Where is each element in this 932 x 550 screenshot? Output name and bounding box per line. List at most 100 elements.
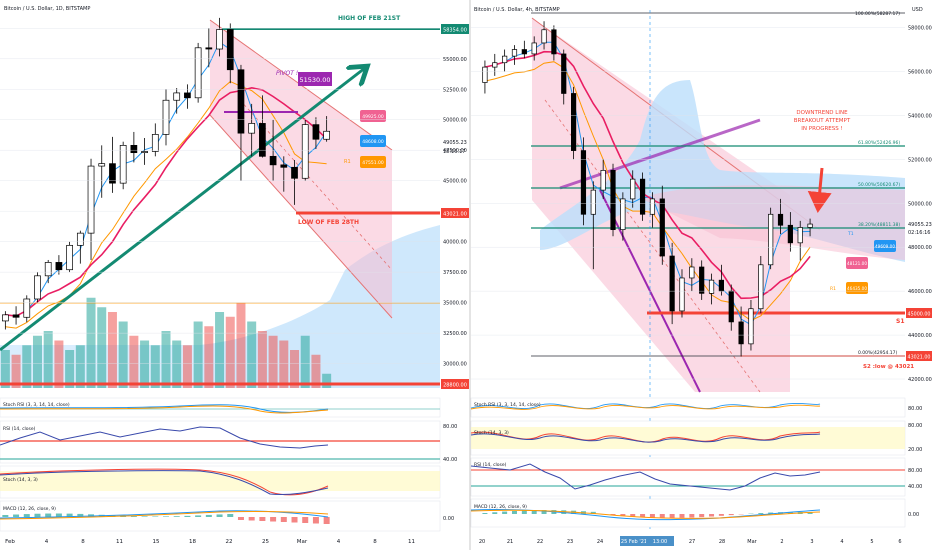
target-box-3 <box>360 156 386 168</box>
four-hour-rsi-tick-40: 40.00 <box>908 484 922 490</box>
daily-candle-body <box>237 69 245 134</box>
price-tag-support <box>441 379 469 389</box>
daily-stoch-rsi-pane: Stoch RSI (3, 3, 14, 14, close) <box>0 397 441 418</box>
daily-candle-body <box>280 164 288 168</box>
four-hour-macd-bar <box>679 514 685 518</box>
daily-candles <box>2 17 330 330</box>
daily-macd-bar <box>237 517 244 520</box>
four-hour-macd-bar <box>502 511 508 514</box>
daily-candle-body <box>98 163 106 167</box>
four-hour-candle <box>492 53 498 76</box>
price-tag-high <box>441 24 469 34</box>
four-hour-candle-body <box>669 255 675 312</box>
daily-candle <box>141 138 148 165</box>
four-hour-candle <box>531 36 537 61</box>
pivot-value: 51530.00 <box>299 76 330 84</box>
price-tag-low-text: 43021.00 <box>443 212 467 218</box>
daily-x-tick: 18 <box>189 539 196 545</box>
daily-candle <box>151 123 159 157</box>
volume-bar <box>0 350 10 388</box>
four-hour-candle-body <box>659 198 665 257</box>
daily-candle-body <box>226 29 234 71</box>
volume-bar <box>54 340 64 388</box>
volume-bar <box>236 302 246 388</box>
four-hour-candle-body <box>521 49 527 55</box>
four-hour-rsi-label: RSI (14, close) <box>474 462 507 468</box>
daily-x-tick: 8 <box>373 539 377 545</box>
four-hour-candle <box>649 192 656 228</box>
daily-y-tick: 47500.00 <box>443 148 467 154</box>
four-hour-y-tick: 48000.00 <box>908 245 932 251</box>
four-hour-candle-body <box>679 277 685 312</box>
price-tag-4h-s2-text: 43021.00 <box>908 355 931 361</box>
target-4h-3-label: 46435.00 <box>847 286 867 291</box>
daily-macd-bar <box>280 517 287 522</box>
four-hour-x-tick: 2 <box>780 539 783 545</box>
target-4h-box-2 <box>846 257 868 269</box>
target-4h-2-label: 48121.00 <box>847 261 867 266</box>
four-hour-candle <box>620 192 626 241</box>
four-hour-candle-body <box>511 49 518 57</box>
daily-macd-bar <box>77 513 84 517</box>
volume-bar <box>300 335 310 388</box>
volume-bar <box>129 335 139 388</box>
four-hour-candle-body <box>600 169 606 191</box>
breakout-arrow <box>807 167 832 213</box>
volume-bar <box>268 335 278 388</box>
four-hour-macd-bar <box>511 510 517 514</box>
volume-bar <box>161 331 171 388</box>
four-hour-x-tick: 20 <box>479 539 485 545</box>
daily-candle-body <box>151 134 159 152</box>
four-hour-candle-body <box>689 266 695 279</box>
daily-candle <box>291 159 298 205</box>
four-hour-macd-bar <box>521 510 527 514</box>
four-hour-rsi-tick-80: 80.00 <box>908 468 922 474</box>
high-annotation: HIGH OF FEB 21ST <box>338 15 401 22</box>
four-hour-macd-bar <box>649 514 655 518</box>
four-hour-x-tick: 24 <box>597 539 603 545</box>
breakout-line-2: BREAKOUT ATTEMPT <box>794 118 851 124</box>
target-boxes: 49925.00 48608.00 47551.00 <box>360 110 386 168</box>
daily-rsi-label: RSI (14, close) <box>3 426 36 432</box>
four-hour-candle <box>738 306 744 357</box>
daily-candle-body <box>301 124 309 179</box>
four-hour-candle-body <box>590 189 596 215</box>
four-hour-candle-body <box>551 29 557 55</box>
s2-annotation: S2 :low @ 43021 <box>863 364 914 370</box>
four-hour-x-tick: Mar <box>747 539 757 545</box>
daily-x-tick: 4 <box>45 539 49 545</box>
target-4h-box-1 <box>874 240 896 252</box>
daily-macd-bar <box>259 517 266 521</box>
daily-macd-bar <box>13 514 20 517</box>
four-hour-candle <box>787 212 793 252</box>
daily-y-tick: 30000.00 <box>443 362 467 368</box>
daily-candle-body <box>259 123 266 157</box>
daily-x-tick: 22 <box>226 539 233 545</box>
daily-candle-body <box>194 47 202 99</box>
volume-bar <box>193 321 203 388</box>
four-hour-candle <box>699 260 705 300</box>
daily-y-tick: 45000.00 <box>443 179 467 185</box>
daily-candle-body <box>173 92 181 101</box>
volume-bar <box>279 340 289 388</box>
daily-candle-body <box>248 123 256 134</box>
target-box-1 <box>360 110 386 122</box>
four-hour-candle-body <box>639 178 646 215</box>
target-3-label: 47551.00 <box>362 160 384 166</box>
four-hour-candle <box>679 269 685 318</box>
daily-macd-bar <box>291 517 298 523</box>
daily-title: Bitcoin / U.S. Dollar, 1D, BITSTAMP <box>4 6 90 12</box>
daily-candle-body <box>109 163 116 184</box>
four-hour-candle <box>580 137 587 226</box>
volume-bar <box>22 345 32 388</box>
target-2-label: 48608.00 <box>362 139 384 145</box>
four-hour-x-tick: 3 <box>810 539 813 545</box>
daily-macd-bar <box>248 517 255 521</box>
four-hour-stoch-label: Stoch (14, 3, 3) <box>474 430 509 436</box>
four-hour-stoch-tick-20: 20.00 <box>908 447 922 453</box>
daily-candle-body <box>34 275 41 300</box>
price-tag-high-text: 58354.00 <box>443 28 467 34</box>
daily-candle <box>2 311 9 330</box>
four-hour-y-tick: 50000.00 <box>908 201 932 207</box>
four-hour-candle-body <box>699 266 705 294</box>
